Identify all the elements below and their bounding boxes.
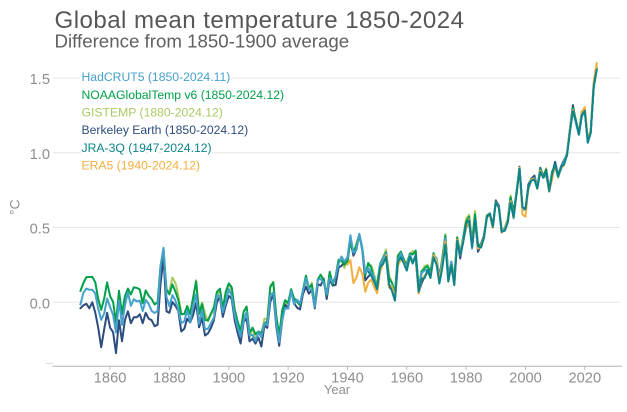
svg-text:Difference from 1850-1900 aver: Difference from 1850-1900 average: [55, 31, 350, 52]
svg-text:Berkeley Earth (1850-2024.12): Berkeley Earth (1850-2024.12): [82, 123, 249, 137]
svg-text:JRA-3Q (1947-2024.12): JRA-3Q (1947-2024.12): [82, 141, 212, 155]
svg-text:1.5: 1.5: [30, 72, 50, 88]
svg-text:°C: °C: [6, 199, 22, 215]
svg-text:2000: 2000: [509, 371, 542, 387]
svg-text:Global mean temperature 1850-2: Global mean temperature 1850-2024: [55, 7, 465, 34]
svg-text:1940: 1940: [331, 371, 364, 387]
svg-text:1860: 1860: [94, 371, 127, 387]
svg-text:0.0: 0.0: [30, 296, 50, 312]
svg-text:1960: 1960: [390, 371, 423, 387]
svg-text:1980: 1980: [450, 371, 483, 387]
svg-text:1.0: 1.0: [30, 147, 50, 163]
svg-text:1920: 1920: [272, 371, 305, 387]
svg-text:0.5: 0.5: [30, 222, 50, 238]
svg-text:2020: 2020: [568, 371, 601, 387]
svg-text:NOAAGlobalTemp v6 (1850-2024.1: NOAAGlobalTemp v6 (1850-2024.12): [82, 88, 285, 102]
svg-text:Year: Year: [324, 382, 351, 397]
svg-text:GISTEMP (1880-2024.12): GISTEMP (1880-2024.12): [82, 106, 223, 120]
svg-text:1880: 1880: [153, 371, 186, 387]
svg-text:ERA5 (1940-2024.12): ERA5 (1940-2024.12): [82, 158, 201, 172]
svg-text:1900: 1900: [212, 371, 245, 387]
svg-text:HadCRUT5 (1850-2024.11): HadCRUT5 (1850-2024.11): [82, 70, 231, 84]
